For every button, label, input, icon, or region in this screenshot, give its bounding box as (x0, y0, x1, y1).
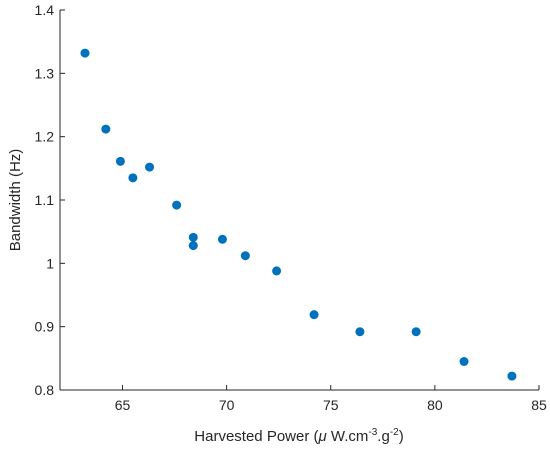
y-tick-label: 0.9 (35, 319, 55, 335)
data-point (355, 327, 365, 337)
data-point (80, 48, 90, 58)
x-tick-label: 75 (323, 397, 339, 413)
data-point (172, 200, 182, 210)
y-tick-label: 1 (46, 255, 54, 271)
data-point (459, 357, 469, 366)
y-tick-label: 1.4 (35, 2, 55, 18)
x-tick-label: 80 (427, 397, 443, 413)
data-point (507, 371, 517, 381)
data-point (272, 266, 282, 276)
y-axis-label: Bandwidth (Hz) (7, 149, 24, 252)
y-tick-label: 1.1 (35, 192, 55, 208)
plot-area: 65 70 75 80 85 0.8 0.9 1 1.1 1.2 1.3 1.4 (35, 2, 547, 413)
x-tick-label: 85 (531, 397, 547, 413)
data-point (188, 241, 198, 251)
data-point (188, 232, 198, 242)
x-axis-label: Harvested Power (μ W.cm-3.g-2) (194, 427, 403, 445)
y-tick-label: 1.2 (35, 129, 55, 145)
x-tick-label: 70 (219, 397, 235, 413)
y-tick-label: 1.3 (35, 65, 55, 81)
x-ticks: 65 70 75 80 85 (115, 385, 547, 413)
data-point (145, 162, 155, 172)
data-points (80, 48, 517, 381)
data-point (240, 251, 250, 261)
y-ticks: 0.8 0.9 1 1.1 1.2 1.3 1.4 (35, 2, 65, 398)
y-tick-label: 0.8 (35, 382, 55, 398)
data-point (101, 124, 111, 134)
data-point (115, 156, 125, 166)
x-tick-label: 65 (115, 397, 131, 413)
data-point (128, 173, 138, 183)
data-point (411, 327, 421, 337)
data-point (217, 234, 227, 244)
data-point (309, 310, 319, 320)
